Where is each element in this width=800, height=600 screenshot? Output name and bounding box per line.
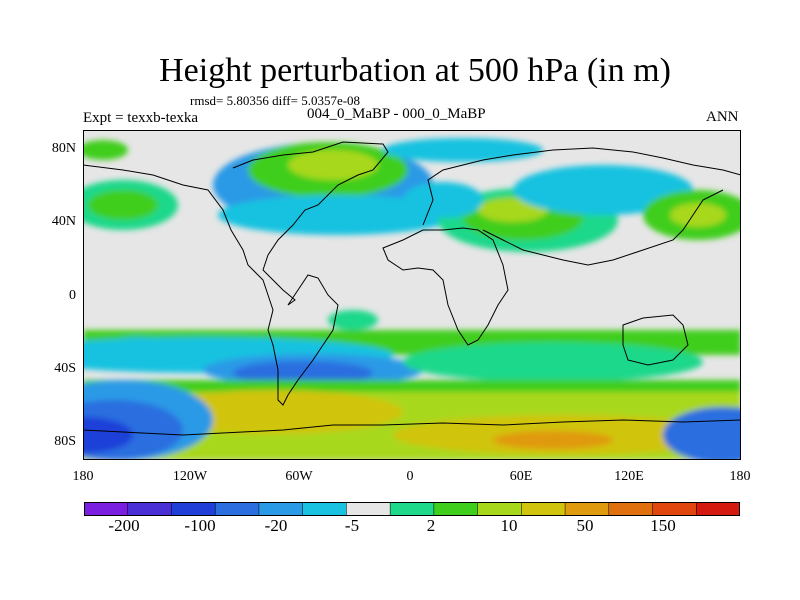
colorbar-swatch	[171, 502, 216, 516]
colorbar-frame	[84, 502, 740, 516]
colorbar-swatch	[433, 502, 479, 516]
plot-title: Height perturbation at 500 hPa (in m)	[159, 52, 671, 89]
difference-subtitle: 004_0_MaBP - 000_0_MaBP	[307, 106, 486, 122]
blob-navy-sw	[83, 417, 133, 453]
band-green-edge	[83, 380, 741, 392]
colorbar-swatch	[127, 502, 173, 516]
experiment-label: Expt = texxb-texka	[83, 110, 199, 126]
blob-green-nw	[88, 190, 158, 220]
blob-teal-sa	[328, 310, 378, 330]
colorbar	[84, 502, 740, 516]
colorbar-swatch	[477, 502, 523, 516]
coastline-australia	[622, 314, 689, 366]
blob-cyan-arctic	[383, 138, 543, 162]
colorbar-label: -100	[184, 516, 216, 535]
colorbar-swatch	[258, 502, 304, 516]
lon-label-180w: 180	[72, 469, 94, 484]
lon-label-120w: 120W	[172, 469, 208, 484]
blob-yellowgreen-ne	[670, 203, 726, 227]
blob-cyan-na	[218, 195, 458, 235]
blob-cyan-europe	[403, 182, 483, 218]
colorbar-swatch	[214, 502, 260, 516]
lat-label-80n: 80N	[51, 141, 76, 156]
colorbar-swatch	[608, 502, 654, 516]
colorbar-label: 150	[650, 516, 676, 535]
contour-fill-layer	[83, 138, 741, 460]
colorbar-swatch	[346, 502, 391, 516]
colorbar-swatch	[389, 502, 435, 516]
height-perturbation-map	[83, 130, 741, 460]
lat-label-40s: 40S	[54, 361, 76, 376]
coastline-eurasia	[422, 147, 741, 266]
coastline-antarctica	[83, 419, 741, 436]
coastline-layer	[83, 141, 741, 436]
blob-orange-se	[493, 431, 613, 449]
colorbar-label: -20	[264, 516, 288, 535]
colorbar-swatch	[302, 502, 348, 516]
lat-label-80s: 80S	[54, 434, 76, 449]
map-frame	[83, 130, 741, 460]
colorbar-swatch	[84, 502, 129, 516]
lon-label-120e: 120E	[614, 469, 644, 484]
season-label: ANN	[706, 109, 739, 125]
blob-cyan-asia	[513, 165, 693, 215]
coastline-americas	[83, 141, 389, 406]
lon-label-60w: 60W	[285, 469, 313, 484]
blob-teal-se	[403, 342, 703, 382]
colorbar-swatch	[652, 502, 698, 516]
colorbar-label: 50	[576, 516, 594, 535]
blob-cyan-pac	[108, 337, 168, 353]
colorbar-label: 10	[500, 516, 518, 535]
lat-label-40n: 40N	[51, 214, 76, 229]
colorbar-label: -200	[108, 516, 140, 535]
coastline-africa	[382, 227, 509, 346]
blob-yellowgreen-na	[288, 150, 378, 180]
colorbar-label: -5	[344, 516, 360, 535]
lon-label-180e: 180	[729, 469, 751, 484]
stats-label: rmsd= 5.80356 diff= 5.0357e-08	[190, 93, 361, 108]
lat-label-0: 0	[69, 288, 76, 303]
lon-label-60e: 60E	[509, 469, 533, 484]
lon-label-0: 0	[406, 469, 414, 484]
colorbar-label: 2	[426, 516, 436, 535]
colorbar-swatch	[564, 502, 610, 516]
blob-green-arctic-w	[83, 140, 128, 160]
colorbar-swatch	[521, 502, 566, 516]
colorbar-swatch	[696, 502, 740, 516]
